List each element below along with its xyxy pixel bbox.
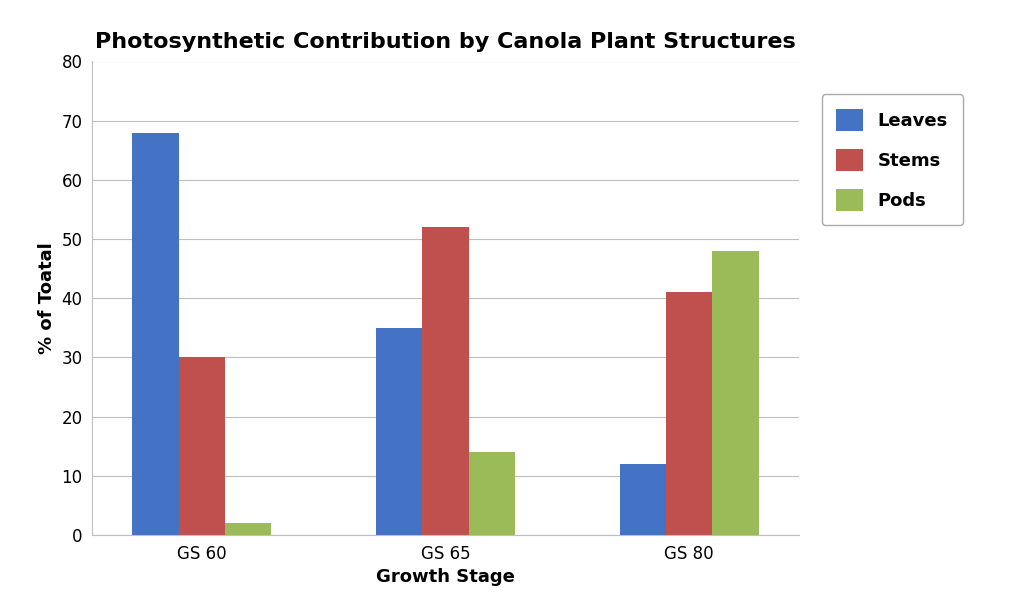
Bar xyxy=(469,452,515,535)
Legend: Leaves, Stems, Pods: Leaves, Stems, Pods xyxy=(822,94,963,225)
Bar xyxy=(132,132,178,535)
Bar xyxy=(376,328,422,535)
Y-axis label: % of Toatal: % of Toatal xyxy=(38,242,55,354)
Bar xyxy=(422,228,469,535)
Title: Photosynthetic Contribution by Canola Plant Structures: Photosynthetic Contribution by Canola Pl… xyxy=(95,31,796,52)
Bar xyxy=(666,292,713,535)
X-axis label: Growth Stage: Growth Stage xyxy=(376,568,515,586)
Bar xyxy=(225,523,271,535)
Bar xyxy=(178,357,225,535)
Bar xyxy=(713,251,759,535)
Bar xyxy=(620,464,666,535)
